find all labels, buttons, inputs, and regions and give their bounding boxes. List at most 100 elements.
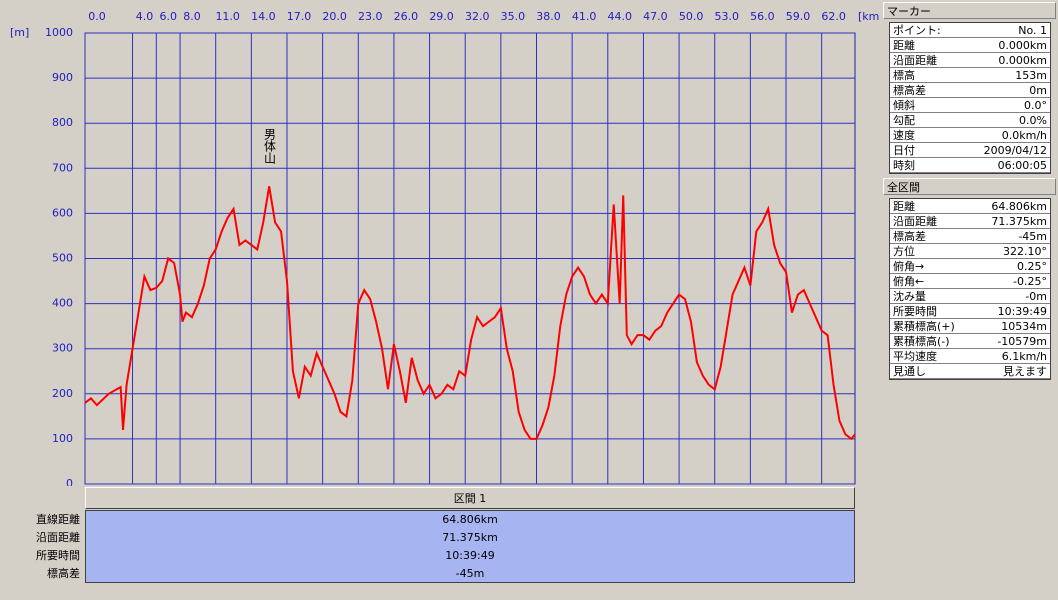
row-value: 322.10° [1003, 245, 1047, 258]
row-value: 10:39:49 [445, 549, 495, 562]
row-label: 直線距離 [36, 513, 80, 526]
panel-row: 勾配 0.0% [890, 113, 1050, 128]
x-tick-label: 32.0 [465, 10, 490, 23]
row-value: -0.25° [1013, 275, 1047, 288]
panel-row: 累積標高(-) -10579m [890, 334, 1050, 349]
panel-row: 標高差 0m [890, 83, 1050, 98]
x-tick-label: 20.0 [322, 10, 347, 23]
annotation: 男体山 [263, 128, 277, 164]
x-tick-label: 56.0 [750, 10, 775, 23]
row-value: 71.375km [991, 215, 1047, 228]
y-tick-label: 600 [52, 206, 73, 219]
panel-row: 見通し 見えます [890, 364, 1050, 379]
x-tick-label: 62.0 [821, 10, 846, 23]
row-value: 10:39:49 [997, 305, 1047, 318]
panel-row: 沿面距離 0.000km [890, 53, 1050, 68]
panel-row: 速度 0.0km/h [890, 128, 1050, 143]
row-label: 標高差 [893, 230, 926, 243]
y-tick-label: 500 [52, 252, 73, 265]
row-value: 0.25° [1017, 260, 1047, 273]
row-value: 0.0km/h [1001, 129, 1047, 142]
segment-labels: 直線距離 沿面距離 所要時間 標高差 [0, 511, 80, 583]
x-tick-label: 44.0 [608, 10, 633, 23]
row-label: 標高差 [893, 84, 926, 97]
row-value: -45m [455, 567, 485, 580]
y-tick-label: 400 [52, 297, 73, 310]
row-label: 沈み量 [893, 290, 926, 303]
row-label: 距離 [893, 200, 915, 213]
row-value: No. 1 [1018, 24, 1047, 37]
panel-row: 累積標高(+) 10534m [890, 319, 1050, 334]
x-tick-label: 50.0 [679, 10, 704, 23]
y-tick-label: 100 [52, 432, 73, 445]
panel-title: 全区間 [883, 178, 1056, 195]
row-label: 俯角← [893, 275, 925, 288]
row-label: 標高差 [47, 567, 80, 580]
chart: [m] [km] 男体山 0 100 200 300 400 500 600 700 800 90… [10, 10, 880, 486]
x-tick-label: 26.0 [394, 10, 419, 23]
y-tick-label: 200 [52, 387, 73, 400]
panel-row: 距離 0.000km [890, 38, 1050, 53]
row-label: 勾配 [893, 114, 915, 127]
panel-row: 日付 2009/04/12 [890, 143, 1050, 158]
row-value: -0m [1025, 290, 1047, 303]
total-panel: 距離 64.806km 沿面距離 71.375km 標高差 -45m 方位 322.10° 俯角… [889, 198, 1051, 380]
segment-header: 区間 1 [85, 487, 855, 509]
y-tick-label: 900 [52, 71, 73, 84]
x-tick-label: 8.0 [183, 10, 201, 23]
y-tick-label: 1000 [45, 26, 73, 39]
row-label: 沿面距離 [36, 531, 80, 544]
row-value: -10579m [997, 335, 1047, 348]
x-tick-label: 23.0 [358, 10, 383, 23]
x-tick-label: 38.0 [536, 10, 561, 23]
row-label: 所要時間 [893, 305, 937, 318]
row-value: 0.000km [998, 54, 1047, 67]
row-value: 見えます [1003, 365, 1047, 378]
row-value: 0.000km [998, 39, 1047, 52]
row-value: 10534m [1001, 320, 1047, 333]
x-tick-label: 59.0 [786, 10, 811, 23]
row-value: 0m [1029, 84, 1047, 97]
x-tick-label: 11.0 [215, 10, 240, 23]
row-label: 傾斜 [893, 99, 915, 112]
panel-row: 俯角→ 0.25° [890, 259, 1050, 274]
x-tick-label: 14.0 [251, 10, 276, 23]
panel-row: 沿面距離 71.375km [890, 214, 1050, 229]
x-tick-label: 0.0 [88, 10, 106, 23]
panel-row: 方位 322.10° [890, 244, 1050, 259]
row-value: 0.0° [1024, 99, 1047, 112]
y-tick-label: 700 [52, 161, 73, 174]
x-tick-label: 41.0 [572, 10, 597, 23]
panel-row: 沈み量 -0m [890, 289, 1050, 304]
panel-row: 標高 153m [890, 68, 1050, 83]
row-label: 累積標高(-) [893, 335, 950, 348]
row-label: 距離 [893, 39, 915, 52]
panel-title: マーカー [883, 2, 1056, 19]
segment-values: 64.806km 71.375km 10:39:49 -45m [85, 510, 855, 583]
x-tick-label: 4.0 [136, 10, 154, 23]
row-label: 累積標高(+) [893, 320, 955, 333]
panel-row: ポイント: No. 1 [890, 23, 1050, 38]
x-tick-label: 6.0 [160, 10, 178, 23]
row-value: -45m [1018, 230, 1047, 243]
row-label: 速度 [893, 129, 915, 142]
row-label: 時刻 [893, 159, 915, 172]
row-label: 沿面距離 [893, 215, 937, 228]
panel-row: 時刻 06:00:05 [890, 158, 1050, 173]
panel-row: 標高差 -45m [890, 229, 1050, 244]
row-value: 06:00:05 [997, 159, 1047, 172]
y-tick-label: 300 [52, 342, 73, 355]
panel-row: 距離 64.806km [890, 199, 1050, 214]
row-label: 標高 [893, 69, 915, 82]
row-label: 俯角→ [893, 260, 925, 273]
row-label: 沿面距離 [893, 54, 937, 67]
x-axis-label: [km] [858, 10, 880, 23]
x-tick-label: 17.0 [287, 10, 312, 23]
x-tick-label: 47.0 [643, 10, 668, 23]
elevation-line [84, 186, 856, 441]
panel-row: 俯角← -0.25° [890, 274, 1050, 289]
row-label: ポイント: [893, 24, 941, 37]
panel-row: 傾斜 0.0° [890, 98, 1050, 113]
marker-panel: ポイント: No. 1 距離 0.000km 沿面距離 0.000km 標高 153m 標高差 0… [889, 22, 1051, 174]
